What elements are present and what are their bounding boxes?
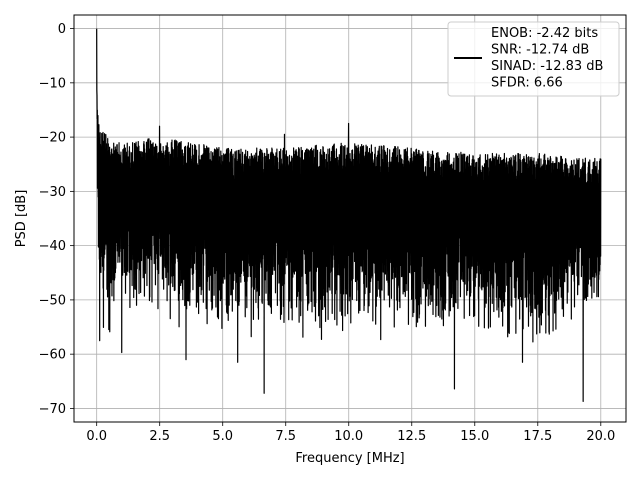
y-axis-label: PSD [dB] xyxy=(14,190,29,248)
y-tick-label: −30 xyxy=(39,185,66,200)
legend: ENOB: -2.42 bits SNR: -12.74 dB SINAD: -… xyxy=(447,21,620,97)
x-tick-label: 15.0 xyxy=(460,429,489,444)
x-tick-label: 7.5 xyxy=(275,429,296,444)
y-tick-label: −50 xyxy=(39,293,66,308)
legend-snr-text: SNR: -12.74 dB xyxy=(491,43,589,58)
x-tick-label: 10.0 xyxy=(334,429,363,444)
y-tick-label: −60 xyxy=(39,348,66,363)
x-tick-label: 17.5 xyxy=(523,429,552,444)
y-tick-label: −20 xyxy=(39,131,66,146)
y-axis-ticks: 0 −10 −20 −30 −40 −50 −60 −70 xyxy=(39,22,74,417)
x-tick-label: 12.5 xyxy=(397,429,426,444)
y-tick-label: −40 xyxy=(39,239,66,254)
psd-line xyxy=(96,28,602,402)
y-tick-label: −70 xyxy=(39,402,66,417)
x-tick-label: 20.0 xyxy=(586,429,615,444)
legend-box xyxy=(447,21,620,97)
y-tick-label: −10 xyxy=(39,76,66,91)
legend-enob-text: ENOB: -2.42 bits xyxy=(491,26,598,41)
x-tick-label: 2.5 xyxy=(149,429,170,444)
y-tick-label: 0 xyxy=(58,22,66,37)
x-axis-label: Frequency [MHz] xyxy=(295,451,404,466)
plot-frame xyxy=(73,14,627,423)
psd-series xyxy=(96,28,602,402)
legend-sfdr-text: SFDR: 6.66 xyxy=(491,76,563,91)
x-tick-label: 0.0 xyxy=(86,429,107,444)
legend-sinad-text: SINAD: -12.83 dB xyxy=(491,59,603,74)
x-tick-label: 5.0 xyxy=(212,429,233,444)
x-axis-ticks: 0.0 2.5 5.0 7.5 10.0 12.5 15.0 17.5 20.0 xyxy=(86,422,615,444)
